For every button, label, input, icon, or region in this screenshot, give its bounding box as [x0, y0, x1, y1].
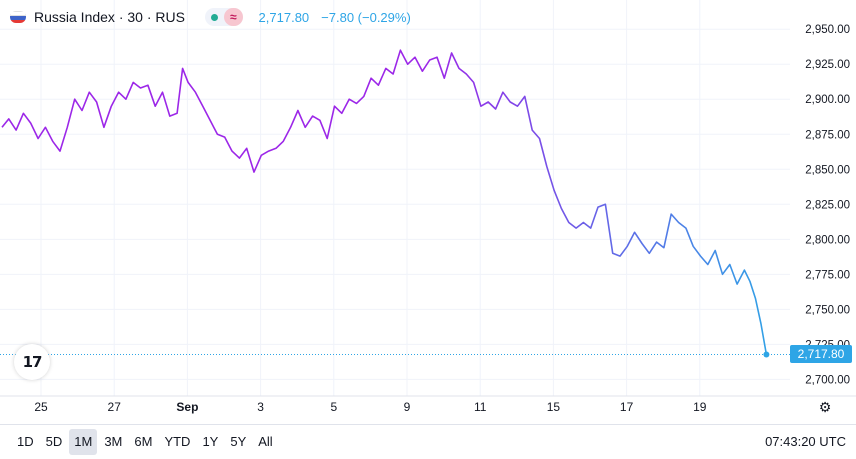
range-button-3m[interactable]: 3M [99, 429, 127, 455]
current-price: 2,717.80 [258, 9, 310, 25]
range-button-ytd[interactable]: YTD [159, 429, 195, 455]
chart-header: Russia Index · 30 · RUS ≈ 2,717.80 −7.80… [10, 6, 411, 28]
x-tick-label: 9 [404, 400, 411, 414]
y-tick-label: 2,925.00 [805, 59, 850, 71]
x-tick-label: 27 [108, 400, 122, 414]
range-buttons: 1D 5D 1M 3M 6M YTD 1Y 5Y All [12, 429, 278, 455]
y-tick-label: 2,900.00 [805, 94, 850, 106]
range-button-1d[interactable]: 1D [12, 429, 39, 455]
x-axis: 25 27 Sep 3 5 9 11 15 17 19 [34, 400, 706, 414]
x-tick-label: 17 [620, 400, 634, 414]
range-button-all[interactable]: All [253, 429, 277, 455]
settings-gear-icon[interactable]: ⚙ [818, 399, 832, 415]
y-tick-label: 2,875.00 [805, 129, 850, 141]
x-tick-label: 3 [257, 400, 264, 414]
y-tick-label: 2,825.00 [805, 199, 850, 211]
x-tick-label: Sep [176, 400, 198, 414]
x-tick-label: 25 [34, 400, 48, 414]
utc-clock: 07:43:20 UTC [765, 434, 846, 449]
series-line [1, 49, 768, 355]
time-range-bar: 1D 5D 1M 3M 6M YTD 1Y 5Y All 07:43:20 UTC [0, 424, 856, 459]
y-tick-label: 2,800.00 [805, 234, 850, 246]
symbol-title[interactable]: Russia Index · 30 · RUS [34, 9, 185, 25]
grid [0, 0, 790, 396]
price-chart[interactable]: 2,700.002,725.002,750.002,775.002,800.00… [0, 0, 856, 424]
y-tick-label: 2,850.00 [805, 164, 850, 176]
y-tick-label: 2,950.00 [805, 24, 850, 36]
range-button-5y[interactable]: 5Y [225, 429, 251, 455]
x-tick-label: 5 [330, 400, 337, 414]
x-tick-label: 15 [547, 400, 561, 414]
market-open-dot-icon [210, 13, 218, 21]
y-tick-label: 2,700.00 [805, 374, 850, 386]
range-button-6m[interactable]: 6M [129, 429, 157, 455]
y-tick-label: 2,750.00 [805, 304, 850, 316]
market-status[interactable]: ≈ [204, 8, 243, 26]
last-price-point [763, 351, 770, 358]
y-tick-label: 2,775.00 [805, 269, 850, 281]
russia-flag-icon [10, 11, 26, 23]
price-change: −7.80 (−0.29%) [321, 9, 411, 25]
range-button-1m[interactable]: 1M [69, 429, 98, 455]
last-price-tag: 2,717.80 [790, 345, 852, 364]
range-button-5d[interactable]: 5D [41, 429, 68, 455]
x-tick-label: 11 [474, 400, 487, 414]
tradingview-logo-icon[interactable]: 17 [14, 344, 50, 380]
data-delay-icon: ≈ [223, 8, 243, 26]
x-tick-label: 19 [693, 400, 707, 414]
range-button-1y[interactable]: 1Y [197, 429, 223, 455]
y-axis: 2,700.002,725.002,750.002,775.002,800.00… [805, 24, 850, 386]
